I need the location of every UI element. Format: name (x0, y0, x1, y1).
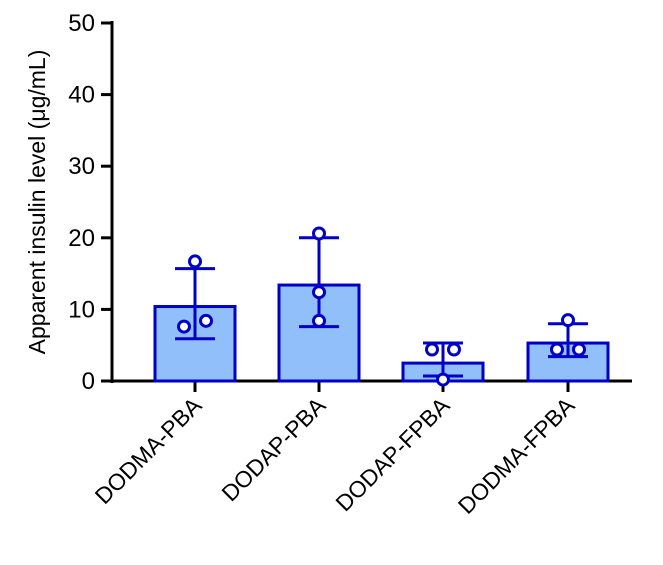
data-point (177, 319, 191, 334)
axes: 0 10 20 30 40 50 DODMA-PBA DODAP-PBA DODAP-FPBAD… (68, 10, 632, 519)
data-point (436, 372, 450, 387)
x-tick-label: DODAP-PBA (216, 392, 331, 507)
data-point (199, 313, 213, 328)
y-tick-label: 0 (82, 368, 95, 395)
y-axis-label: Apparent insulin level (μg/mL) (24, 50, 50, 355)
y-tick-label: 20 (68, 225, 95, 252)
data-point (561, 313, 575, 328)
bars (153, 226, 610, 387)
data-point (312, 226, 326, 241)
data-point (447, 342, 461, 357)
x-tick-label: DODAP-FPBA (330, 392, 455, 517)
x-tick-label: DODMA-PBA (90, 392, 207, 509)
data-point (188, 254, 202, 269)
x-tick-label: DODMA-FPBA (453, 392, 580, 519)
y-tick-label: 40 (68, 82, 95, 109)
data-point (312, 285, 326, 300)
data-point (312, 313, 326, 328)
y-tick-label: 30 (68, 153, 95, 180)
data-point (550, 342, 564, 357)
data-point (572, 342, 586, 357)
y-tick-label: 10 (68, 296, 95, 323)
data-point (425, 342, 439, 357)
y-tick-label: 50 (68, 10, 95, 37)
